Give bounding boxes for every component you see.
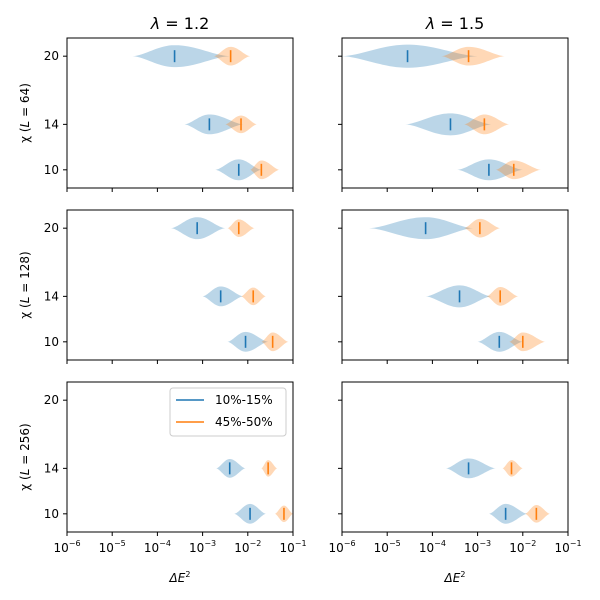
x-tick-label: 10−5 [374,539,401,555]
violin-chi10-series0 [227,331,269,352]
y-tick-label: 14 [44,117,59,131]
row-label-L-256: χ (L = 256) [18,423,32,490]
violin-chi20-series1 [227,219,255,237]
panel-frame [66,209,294,361]
y-tick-label: 10 [44,163,59,177]
y-tick-label: 20 [44,393,59,407]
x-tick-label: 10−1 [554,539,581,555]
violin-chi10-series1 [495,160,541,180]
violin-chi10-series0 [477,331,523,352]
violin-chi14-series0 [202,286,244,307]
x-tick-label: 10−2 [509,539,536,555]
violin-chi10-series0 [457,159,523,181]
panel-row1-col0: 10 14 20 [44,209,294,364]
x-tick-label: 10−3 [464,539,491,555]
violin-chi20-series0 [132,45,230,68]
violin-chi10-series0 [488,503,528,524]
x-tick-label: 10−5 [99,539,126,555]
y-tick-label: 14 [44,461,59,475]
y-tick-label: 20 [44,49,59,63]
y-tick-label: 14 [44,289,59,303]
violin-chi14-series1 [464,114,510,135]
panel-frame [66,381,294,533]
x-axis-label-right: ΔE2 [444,570,466,585]
legend-label-10-15: 10%-15% [215,393,273,407]
panel-row0-col0: 10 14 20 [44,37,294,192]
violin-chi14-series0 [445,458,496,479]
violin-chi20-series0 [369,217,474,240]
panel-row1-col1 [338,209,569,364]
violin-chi10-series1 [261,332,289,352]
x-tick-label: 10−3 [189,539,216,555]
x-tick-label: 10−1 [279,539,306,555]
y-tick-label: 10 [44,507,59,521]
violin-chi20-series0 [342,44,478,68]
row-label-L-64: χ (L = 64) [18,83,32,143]
x-tick-label: 10−4 [144,539,171,555]
row-label-L-128: χ (L = 128) [18,251,32,318]
panel-row2-col0: 10−6 10−5 10−4 10−3 10−2 10−1 10 14 20 [44,381,307,555]
panel-frame [341,209,569,361]
violin-chi14-series0 [405,113,492,136]
y-tick-label: 20 [44,221,59,235]
violin-chi20-series1 [213,46,251,66]
legend-label-45-50: 45%-50% [215,415,273,429]
violin-chi20-series1 [464,218,501,238]
y-tick-label: 10 [44,335,59,349]
violin-chi14-series1 [261,460,278,477]
violin-chi14-series0 [425,285,492,308]
x-tick-label: 10−4 [419,539,446,555]
violin-chi10-series1 [509,332,546,352]
violin-chi20-series1 [441,46,505,66]
column-title-lambda-1-2: λ = 1.2 [150,14,210,33]
panel-row0-col1 [338,37,569,192]
violin-chi20-series0 [170,217,226,240]
column-title-lambda-1-5: λ = 1.5 [425,14,485,33]
x-tick-label: 10−6 [328,539,355,555]
subplot-grid: 10 14 20 10 14 20 10−6 10−5 10−4 10−3 10−2 10−1 10 14… [44,37,582,555]
panel-frame [341,381,569,533]
x-tick-label: 10−6 [53,539,80,555]
violin-chi14-series0 [216,459,246,478]
legend: 10%-15% 45%-50% [169,387,287,437]
violin-chi10-series1 [250,160,280,180]
panel-frame [341,37,569,189]
x-tick-label: 10−2 [234,539,261,555]
panel-row2-col1: 10−6 10−5 10−4 10−3 10−2 10−1 [328,381,582,555]
violin-chi14-series0 [184,114,244,135]
violin-chi14-series1 [486,287,519,306]
violin-chi10-series1 [525,505,550,523]
panel-frame [66,37,294,189]
violin-chi14-series1 [502,460,523,477]
x-axis-label-left: ΔE2 [169,570,191,585]
